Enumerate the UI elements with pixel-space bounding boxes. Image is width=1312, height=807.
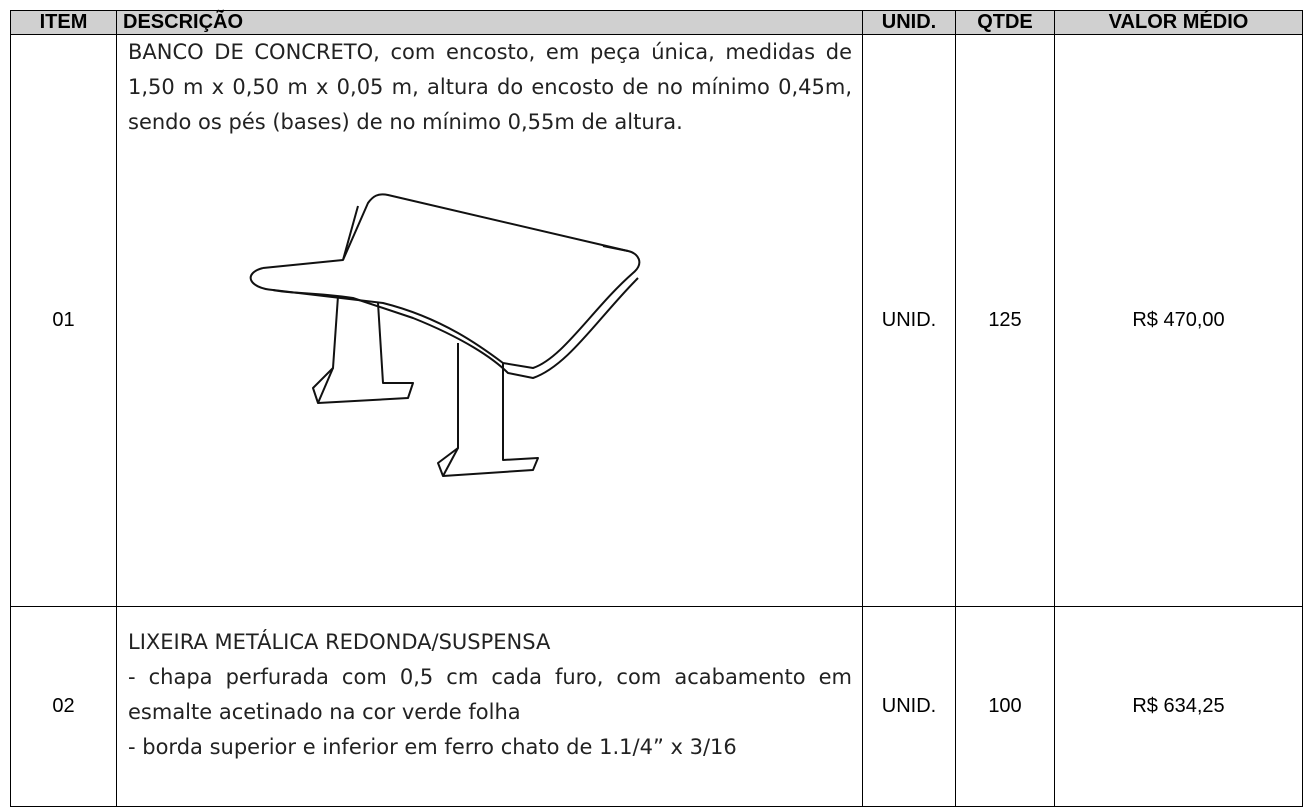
description-cell: BANCO DE CONCRETO, com encosto, em peça …	[116, 34, 863, 607]
item-cell: 02	[10, 606, 117, 807]
row: 01 BANCO DE CONCRETO, com encosto, em pe…	[10, 34, 1303, 607]
description-line: BANCO DE CONCRETO, com encosto, em peça …	[128, 40, 852, 134]
bench-illustration	[249, 193, 641, 477]
description-line: - chapa perfurada com 0,5 cm cada furo, …	[128, 665, 852, 724]
price-cell: R$ 634,25	[1054, 606, 1303, 807]
header-cell: ITEM	[10, 10, 117, 35]
unit-cell: UNID.	[862, 34, 956, 607]
price-table: ITEM DESCRIÇÃO UNID. QTDE VALOR MÉDIO 01…	[10, 10, 1303, 807]
description-line: - borda superior e inferior em ferro cha…	[128, 735, 737, 759]
header-cell: DESCRIÇÃO	[116, 10, 863, 35]
header-cell: UNID.	[862, 10, 956, 35]
qty-cell: 100	[955, 606, 1055, 807]
description-line: LIXEIRA METÁLICA REDONDA/SUSPENSA	[128, 630, 551, 654]
header-cell: QTDE	[955, 10, 1055, 35]
item-cell: 01	[10, 34, 117, 607]
header-row: ITEM DESCRIÇÃO UNID. QTDE VALOR MÉDIO	[10, 10, 1303, 35]
description-cell: LIXEIRA METÁLICA REDONDA/SUSPENSA - chap…	[116, 606, 863, 807]
header-cell: VALOR MÉDIO	[1054, 10, 1303, 35]
qty-cell: 125	[955, 34, 1055, 607]
price-cell: R$ 470,00	[1054, 34, 1303, 607]
unit-cell: UNID.	[862, 606, 956, 807]
row: 02 LIXEIRA METÁLICA REDONDA/SUSPENSA - c…	[10, 606, 1303, 807]
